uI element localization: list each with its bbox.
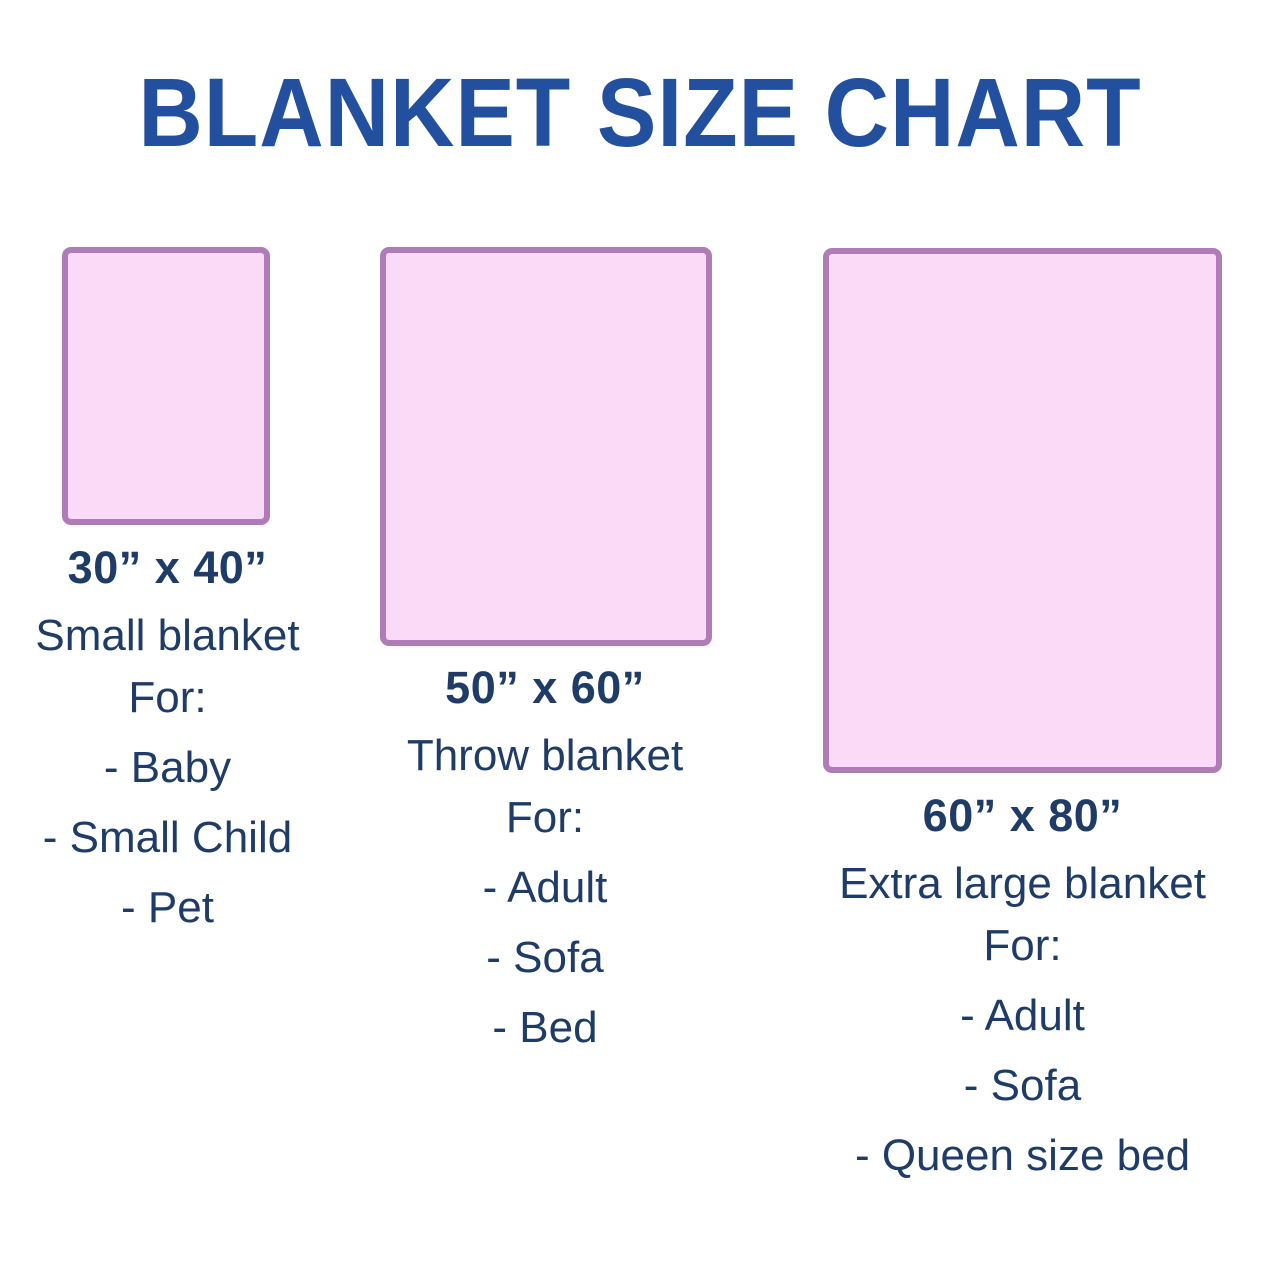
for-label-throw: For: (505, 793, 585, 842)
dimensions-label-throw: 50” x 60” (445, 662, 645, 713)
blanket-caption-small: 30” x 40” Small blanket For: - Baby - Sm… (0, 545, 335, 930)
blanket-name-small: Small blanket (35, 611, 300, 660)
use-list-throw: - Adult - Sofa - Bed (365, 866, 725, 1050)
use-item: - Sofa (963, 1061, 1082, 1110)
page-title: BLANKET SIZE CHART (138, 58, 1142, 167)
use-list-small: - Baby - Small Child - Pet (0, 746, 335, 930)
blanket-caption-throw: 50” x 60” Throw blanket For: - Adult - S… (365, 665, 725, 1050)
use-item: - Small Child (42, 813, 293, 862)
blanket-swatch-xlarge (823, 248, 1222, 773)
use-item: - Queen size bed (854, 1131, 1191, 1180)
blanket-caption-xlarge: 60” x 80” Extra large blanket For: - Adu… (770, 793, 1275, 1178)
use-list-xlarge: - Adult - Sofa - Queen size bed (770, 994, 1275, 1178)
blanket-swatch-throw (380, 247, 712, 646)
blanket-swatch-small (62, 247, 270, 525)
use-item: - Adult (482, 863, 608, 912)
use-item: - Bed (492, 1003, 598, 1052)
use-item: - Sofa (486, 933, 604, 982)
blanket-name-xlarge: Extra large blanket (839, 859, 1206, 908)
dimensions-label-xlarge: 60” x 80” (922, 790, 1123, 841)
for-label-xlarge: For: (983, 921, 1062, 970)
dimensions-label-small: 30” x 40” (67, 542, 268, 593)
for-label-small: For: (128, 673, 207, 722)
use-item: - Baby (103, 743, 232, 792)
use-item: - Pet (121, 883, 214, 932)
blanket-name-throw: Throw blanket (406, 731, 684, 780)
use-item: - Adult (960, 991, 1085, 1040)
